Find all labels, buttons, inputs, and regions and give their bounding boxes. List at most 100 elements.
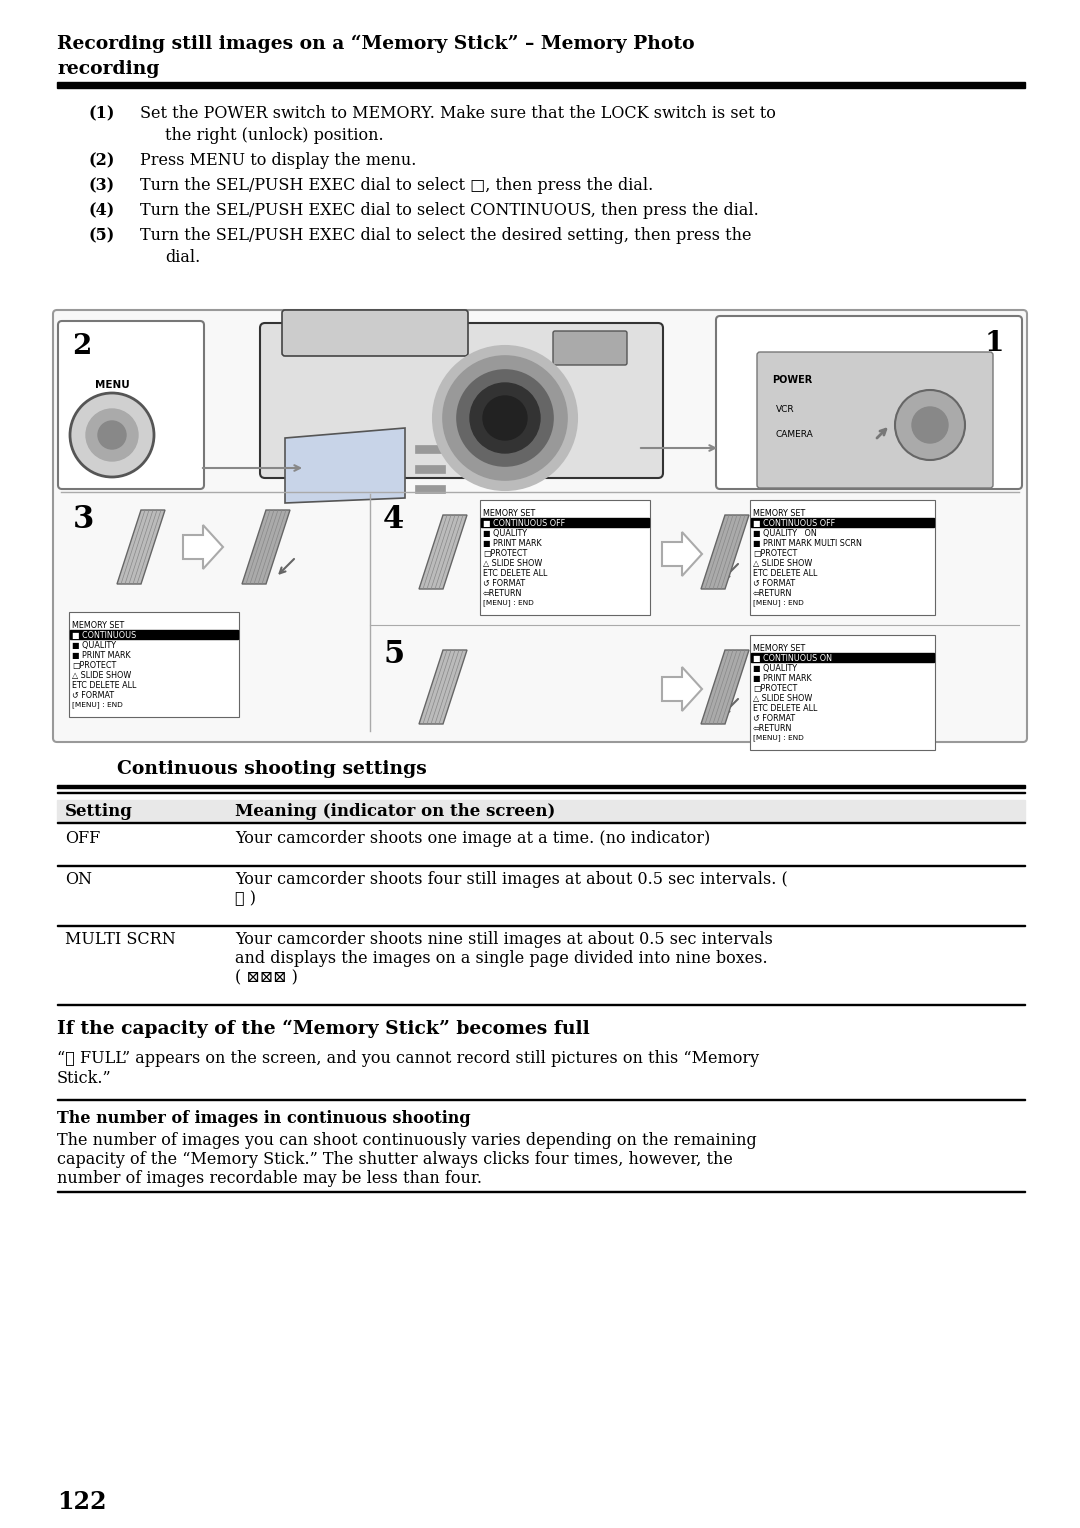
Text: ETC DELETE ALL: ETC DELETE ALL [753, 568, 818, 578]
Text: ■ CONTINUOUS ON: ■ CONTINUOUS ON [753, 654, 832, 663]
Text: (3): (3) [89, 177, 114, 194]
Text: The number of images you can shoot continuously varies depending on the remainin: The number of images you can shoot conti… [57, 1132, 757, 1149]
Text: □PROTECT: □PROTECT [753, 549, 797, 558]
FancyBboxPatch shape [282, 310, 468, 356]
Text: (2): (2) [89, 151, 114, 170]
Text: If the capacity of the “Memory Stick” becomes full: If the capacity of the “Memory Stick” be… [57, 1021, 590, 1039]
Text: Turn the SEL/PUSH EXEC dial to select the desired setting, then press the: Turn the SEL/PUSH EXEC dial to select th… [140, 228, 752, 244]
Text: (4): (4) [89, 202, 114, 219]
Text: ⇦RETURN: ⇦RETURN [753, 588, 793, 597]
Circle shape [470, 384, 540, 452]
Text: Press MENU to display the menu.: Press MENU to display the menu. [140, 151, 417, 170]
Circle shape [483, 396, 527, 440]
Text: ETC DELETE ALL: ETC DELETE ALL [483, 568, 548, 578]
Polygon shape [662, 532, 702, 576]
Text: CAMERA: CAMERA [777, 429, 813, 439]
Text: MEMORY SET: MEMORY SET [753, 509, 806, 518]
Text: Setting: Setting [65, 804, 133, 821]
FancyBboxPatch shape [757, 351, 993, 487]
Text: ETC DELETE ALL: ETC DELETE ALL [753, 704, 818, 714]
Text: Stick.”: Stick.” [57, 1070, 111, 1086]
Text: (1): (1) [89, 105, 114, 122]
Bar [751, 518, 934, 527]
Bar [57, 83, 1025, 89]
Text: ■ CONTINUOUS: ■ CONTINUOUS [72, 631, 136, 640]
Text: 2: 2 [72, 333, 92, 361]
Text: MEMORY SET: MEMORY SET [483, 509, 536, 518]
Bar [750, 500, 935, 614]
Text: ■ PRINT MARK: ■ PRINT MARK [753, 674, 812, 683]
Text: ( ⊠⊠⊠ ): ( ⊠⊠⊠ ) [235, 969, 298, 986]
Bar [57, 801, 1025, 822]
Text: the right (unlock) position.: the right (unlock) position. [165, 127, 383, 144]
FancyBboxPatch shape [553, 332, 627, 365]
Text: and displays the images on a single page divided into nine boxes.: and displays the images on a single page… [235, 950, 768, 967]
Text: ■ QUALITY: ■ QUALITY [483, 529, 527, 538]
Circle shape [86, 410, 138, 461]
Text: ■ CONTINUOUS OFF: ■ CONTINUOUS OFF [483, 520, 565, 529]
Text: Recording still images on a “Memory Stick” – Memory Photo: Recording still images on a “Memory Stic… [57, 35, 694, 53]
Text: △ SLIDE SHOW: △ SLIDE SHOW [483, 559, 542, 568]
Bar [481, 518, 649, 527]
Text: 📷 ): 📷 ) [235, 889, 256, 908]
Circle shape [443, 356, 567, 480]
FancyBboxPatch shape [53, 310, 1027, 743]
Text: Your camcorder shoots nine still images at about 0.5 sec intervals: Your camcorder shoots nine still images … [235, 931, 773, 947]
Bar [750, 636, 935, 750]
Text: capacity of the “Memory Stick.” The shutter always clicks four times, however, t: capacity of the “Memory Stick.” The shut… [57, 1151, 733, 1167]
Text: [MENU] : END: [MENU] : END [483, 599, 534, 605]
Circle shape [98, 422, 126, 449]
Text: 3: 3 [73, 504, 94, 535]
Text: ↺ FORMAT: ↺ FORMAT [753, 714, 795, 723]
Text: Turn the SEL/PUSH EXEC dial to select □, then press the dial.: Turn the SEL/PUSH EXEC dial to select □,… [140, 177, 653, 194]
Text: [MENU] : END: [MENU] : END [753, 599, 804, 605]
Text: Turn the SEL/PUSH EXEC dial to select CONTINUOUS, then press the dial.: Turn the SEL/PUSH EXEC dial to select CO… [140, 202, 759, 219]
Text: ↺ FORMAT: ↺ FORMAT [753, 579, 795, 588]
Bar [480, 500, 650, 614]
Polygon shape [285, 428, 405, 503]
Text: △ SLIDE SHOW: △ SLIDE SHOW [753, 559, 812, 568]
Bar [751, 652, 934, 662]
Polygon shape [701, 515, 750, 588]
Text: 5: 5 [383, 639, 404, 669]
Polygon shape [419, 649, 467, 724]
Polygon shape [662, 668, 702, 711]
Bar [70, 630, 238, 639]
Text: [MENU] : END: [MENU] : END [72, 701, 123, 707]
Circle shape [895, 390, 966, 460]
Bar [415, 445, 445, 452]
Text: ■ PRINT MARK MULTI SCRN: ■ PRINT MARK MULTI SCRN [753, 539, 862, 549]
Text: ON: ON [65, 871, 92, 888]
Text: Set the POWER switch to MEMORY. Make sure that the LOCK switch is set to: Set the POWER switch to MEMORY. Make sur… [140, 105, 775, 122]
Text: ETC DELETE ALL: ETC DELETE ALL [72, 681, 136, 691]
Text: POWER: POWER [772, 374, 812, 385]
Bar [415, 465, 445, 474]
Text: VCR: VCR [777, 405, 795, 414]
Text: ■ PRINT MARK: ■ PRINT MARK [72, 651, 131, 660]
Text: “␤ FULL” appears on the screen, and you cannot record still pictures on this “Me: “␤ FULL” appears on the screen, and you … [57, 1050, 759, 1067]
Text: ⇦RETURN: ⇦RETURN [483, 588, 523, 597]
Text: The number of images in continuous shooting: The number of images in continuous shoot… [57, 1109, 471, 1128]
Circle shape [433, 345, 577, 490]
Text: Continuous shooting settings: Continuous shooting settings [117, 759, 427, 778]
Polygon shape [117, 510, 165, 584]
FancyBboxPatch shape [260, 322, 663, 478]
Text: ■ QUALITY: ■ QUALITY [753, 665, 797, 672]
Text: Your camcorder shoots one image at a time. (no indicator): Your camcorder shoots one image at a tim… [235, 830, 711, 847]
Text: 1: 1 [985, 330, 1004, 358]
Text: □PROTECT: □PROTECT [483, 549, 527, 558]
Text: △ SLIDE SHOW: △ SLIDE SHOW [753, 694, 812, 703]
FancyBboxPatch shape [716, 316, 1022, 489]
Text: ■ QUALITY: ■ QUALITY [72, 642, 116, 649]
Text: ■ QUALITY   ON: ■ QUALITY ON [753, 529, 816, 538]
Text: 4: 4 [383, 504, 404, 535]
Text: □PROTECT: □PROTECT [72, 662, 117, 669]
Text: △ SLIDE SHOW: △ SLIDE SHOW [72, 671, 132, 680]
Text: Your camcorder shoots four still images at about 0.5 sec intervals. (: Your camcorder shoots four still images … [235, 871, 787, 888]
Polygon shape [701, 649, 750, 724]
Polygon shape [242, 510, 291, 584]
Text: ■ CONTINUOUS OFF: ■ CONTINUOUS OFF [753, 520, 835, 529]
Bar [69, 613, 239, 717]
Text: Meaning (indicator on the screen): Meaning (indicator on the screen) [235, 804, 555, 821]
Polygon shape [183, 526, 222, 568]
